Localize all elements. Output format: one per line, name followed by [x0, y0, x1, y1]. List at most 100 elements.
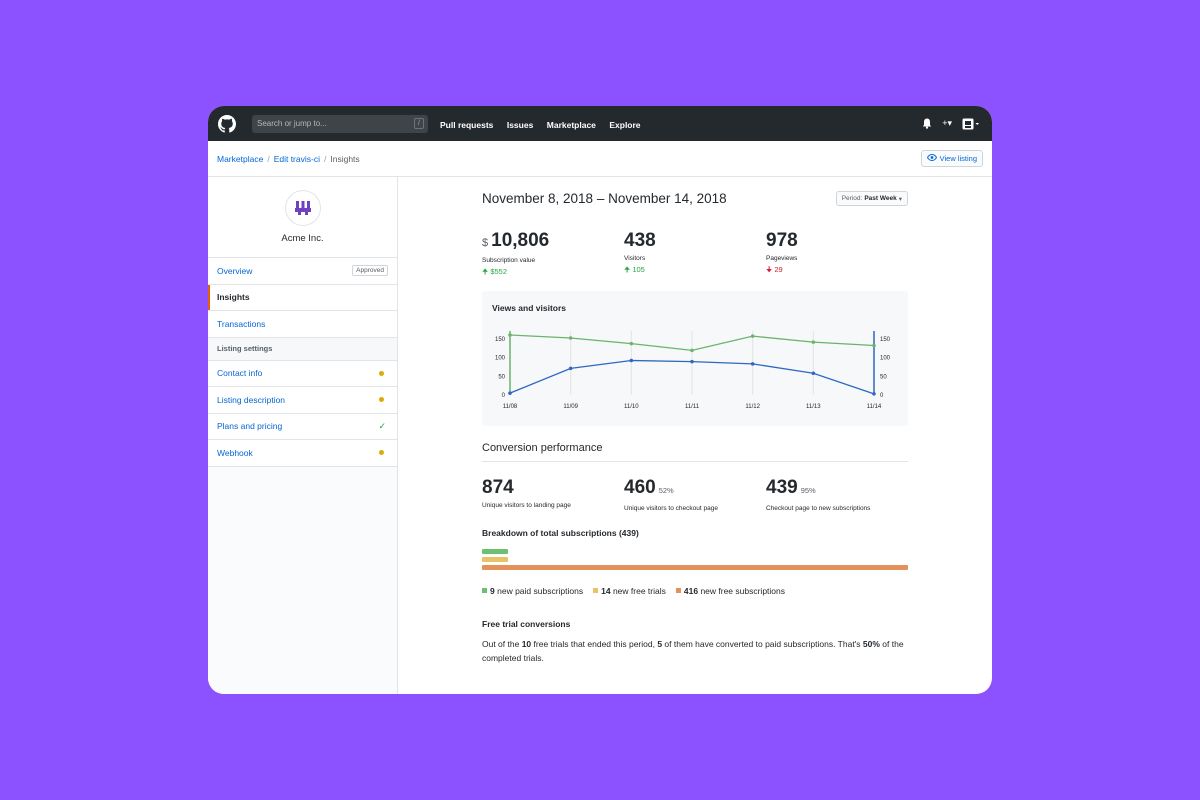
- conversion-title: Conversion performance: [482, 442, 908, 462]
- breadcrumb-separator: /: [323, 153, 327, 164]
- legend-label: new free subscriptions: [700, 586, 786, 596]
- conversion-label: Unique visitors to landing page: [482, 502, 571, 509]
- conversion-landing: 874 Unique visitors to landing page: [482, 477, 624, 512]
- conversion-subscriptions: 439 95% Checkout page to new subscription…: [766, 477, 908, 512]
- nav-issues[interactable]: Issues: [506, 119, 534, 130]
- search-input[interactable]: [257, 119, 407, 128]
- breadcrumb-marketplace[interactable]: Marketplace: [217, 153, 264, 164]
- y-tick-label-left: 150: [495, 337, 506, 343]
- ft-trials-count: 10: [521, 639, 532, 649]
- org-card: Acme Inc.: [208, 177, 397, 258]
- y-tick-label-left: 50: [498, 374, 505, 380]
- sidebar-item-label: Listing description: [217, 394, 286, 405]
- bell-icon[interactable]: [922, 118, 932, 129]
- breadcrumb-separator: /: [267, 153, 270, 164]
- check-icon: ✓: [378, 420, 386, 431]
- breadcrumb-edit-travis-ci[interactable]: Edit travis-ci: [273, 153, 320, 164]
- header-actions: +▾: [922, 118, 980, 130]
- sidebar-item-contact-info[interactable]: Contact info: [208, 360, 397, 387]
- main-nav: Pull requests Issues Marketplace Explore: [440, 115, 650, 133]
- sidebar-item-insights[interactable]: Insights: [208, 284, 397, 311]
- legend-paid: 9 new paid subscriptions: [482, 586, 583, 596]
- stat-label: Pageviews: [766, 255, 798, 262]
- legend-swatch: [593, 588, 599, 593]
- conversion-stats: 874 Unique visitors to landing page 460 5…: [482, 477, 908, 512]
- stat-number: 10,806: [491, 230, 550, 251]
- github-logo-icon[interactable]: [218, 114, 236, 133]
- y-tick-label-left: 0: [502, 393, 506, 399]
- x-tick-label: 11/14: [867, 404, 882, 410]
- legend-count: 14: [601, 586, 611, 596]
- period-label: Period:: [841, 195, 863, 202]
- stat-label: Visitors: [624, 255, 646, 262]
- org-avatar: [285, 190, 320, 225]
- top-navbar: / Pull requests Issues Marketplace Explo…: [208, 106, 992, 141]
- org-logo-icon: [294, 200, 311, 215]
- delta-value: 105: [632, 265, 645, 274]
- sidebar-item-plans-and-pricing[interactable]: Plans and pricing ✓: [208, 413, 397, 440]
- new-plus-dropdown[interactable]: +▾: [942, 118, 952, 128]
- view-listing-label: View listing: [939, 154, 977, 163]
- line-chart-svg: 11/08 11/09 11/10 11/11 11/12 11/13 11/14 0 50 10…: [495, 331, 891, 410]
- x-tick-label: 11/12: [745, 404, 760, 410]
- conversion-value: 874: [482, 477, 514, 498]
- ft-part: free trials that ended this period,: [531, 639, 658, 649]
- data-point: [508, 333, 512, 337]
- y-tick-label-right: 50: [880, 374, 887, 380]
- chart-title: Views and visitors: [492, 303, 567, 313]
- free-trial-text: Out of the 10 free trials that ended thi…: [482, 637, 908, 665]
- ft-pct: 50%: [862, 639, 880, 649]
- date-range: November 8, 2018 – November 14, 2018: [482, 191, 727, 206]
- nav-pull-requests[interactable]: Pull requests: [440, 119, 494, 130]
- legend-swatch: [675, 588, 681, 593]
- data-point: [568, 336, 573, 340]
- data-point: [750, 362, 755, 366]
- data-point: [811, 340, 816, 344]
- legend-free: 416 new free subscriptions: [675, 586, 786, 596]
- y-tick-label-right: 0: [880, 393, 884, 399]
- breakdown-title: Breakdown of total subscriptions (439): [482, 528, 639, 538]
- delta-value: $552: [490, 267, 507, 276]
- x-tick-label: 11/09: [563, 404, 578, 410]
- arrow-down-icon: 🠋: [766, 265, 773, 274]
- breakdown-legend: 9 new paid subscriptions 14 new free tri…: [482, 586, 785, 596]
- sidebar-item-transactions[interactable]: Transactions: [208, 311, 397, 338]
- nav-explore[interactable]: Explore: [609, 119, 641, 130]
- x-tick-label: 11/08: [503, 404, 518, 410]
- sidebar: Acme Inc. Overview Approved Insights Tra…: [208, 177, 398, 694]
- data-point: [568, 366, 573, 371]
- stat-delta: 🠉 105: [624, 264, 766, 277]
- conversion-label: Checkout page to new subscriptions: [766, 505, 871, 512]
- app-window: / Pull requests Issues Marketplace Explo…: [208, 106, 992, 694]
- sidebar-item-listing-description[interactable]: Listing description: [208, 387, 397, 414]
- conversion-value-row: 460 52%: [624, 477, 766, 502]
- stat-value: $10,806: [482, 230, 624, 254]
- currency-symbol: $: [482, 237, 489, 249]
- data-point: [629, 358, 634, 363]
- data-point: [811, 371, 816, 376]
- x-tick-label: 11/11: [685, 404, 700, 410]
- sidebar-section-listing-settings: Listing settings: [208, 337, 397, 361]
- sidebar-item-webhook[interactable]: Webhook: [208, 440, 397, 467]
- sidebar-item-overview[interactable]: Overview Approved: [208, 258, 397, 285]
- view-listing-button[interactable]: View listing: [920, 150, 983, 167]
- sidebar-item-label: Contact info: [217, 368, 263, 379]
- stat-pageviews: 978 Pageviews 🠋 29: [766, 230, 908, 279]
- arrow-up-icon: 🠉: [482, 267, 489, 276]
- arrow-up-icon: 🠉: [624, 265, 631, 274]
- org-name: Acme Inc.: [281, 232, 324, 244]
- y-tick-label-left: 100: [495, 356, 506, 362]
- legend-count: 416: [683, 586, 699, 596]
- avatar-dropdown[interactable]: [962, 118, 980, 130]
- conversion-label: Unique visitors to checkout page: [624, 505, 718, 512]
- conversion-pct: 95%: [800, 486, 816, 495]
- stat-subscription-value: $10,806 Subscription value 🠉 $552: [482, 230, 624, 279]
- eye-icon: [926, 153, 937, 163]
- period-dropdown[interactable]: Period: Past Week ▾: [835, 191, 908, 206]
- conversion-pct: 52%: [658, 486, 674, 495]
- legend-label: new free trials: [612, 586, 666, 596]
- nav-marketplace[interactable]: Marketplace: [546, 119, 596, 130]
- ft-converted-count: 5: [657, 639, 663, 649]
- conversion-value: 460: [624, 477, 656, 498]
- ft-part: of them have converted to paid subscript…: [662, 639, 863, 649]
